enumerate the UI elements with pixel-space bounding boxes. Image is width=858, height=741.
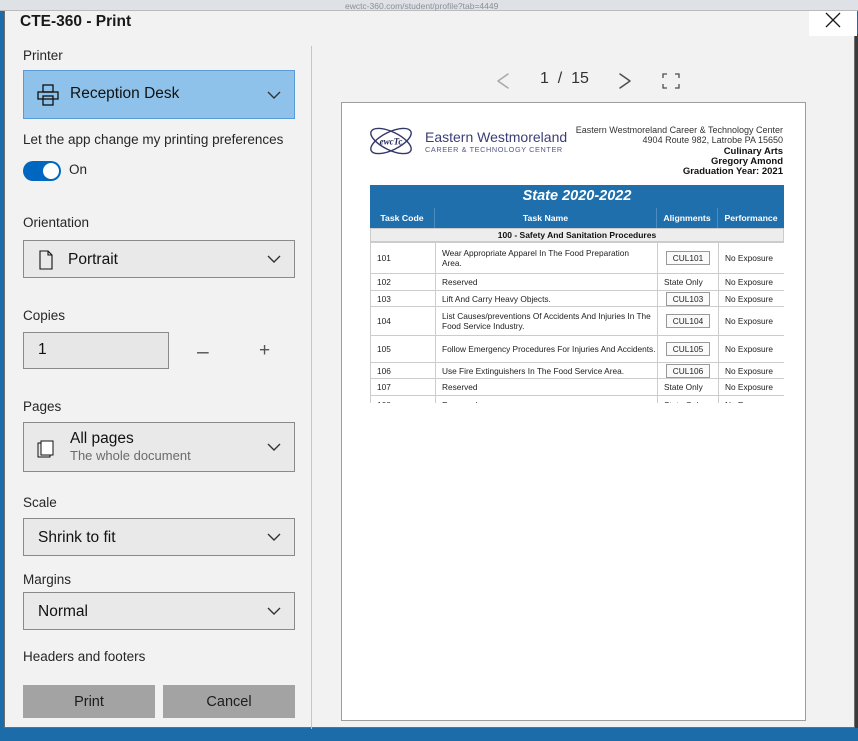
svg-text:ewcTc: ewcTc	[380, 137, 403, 147]
